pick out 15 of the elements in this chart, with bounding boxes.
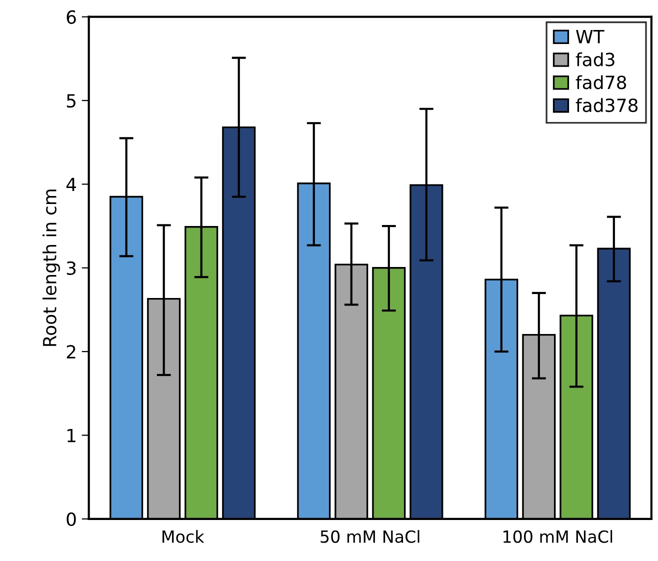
y-tick-label: 6: [66, 10, 76, 24]
y-tick-label: 1: [68, 428, 76, 442]
x-tick-label: 50 mM NaCl: [320, 530, 420, 543]
legend-label: fad378: [576, 98, 638, 112]
legend-label: fad3: [576, 52, 614, 66]
y-tick-label: 5: [66, 94, 76, 108]
y-axis-title: Root length in cm: [42, 190, 60, 346]
y-tick-label: 4: [66, 178, 76, 192]
legend-label: fad78: [576, 75, 626, 90]
legend-label: WT: [576, 30, 604, 44]
x-tick-label: Mock: [162, 530, 204, 543]
x-tick-label: 100 mM NaCl: [504, 530, 612, 543]
y-tick-label: 0: [66, 512, 76, 526]
y-tick-label: 3: [66, 261, 76, 275]
y-tick-label: 2: [66, 345, 76, 358]
